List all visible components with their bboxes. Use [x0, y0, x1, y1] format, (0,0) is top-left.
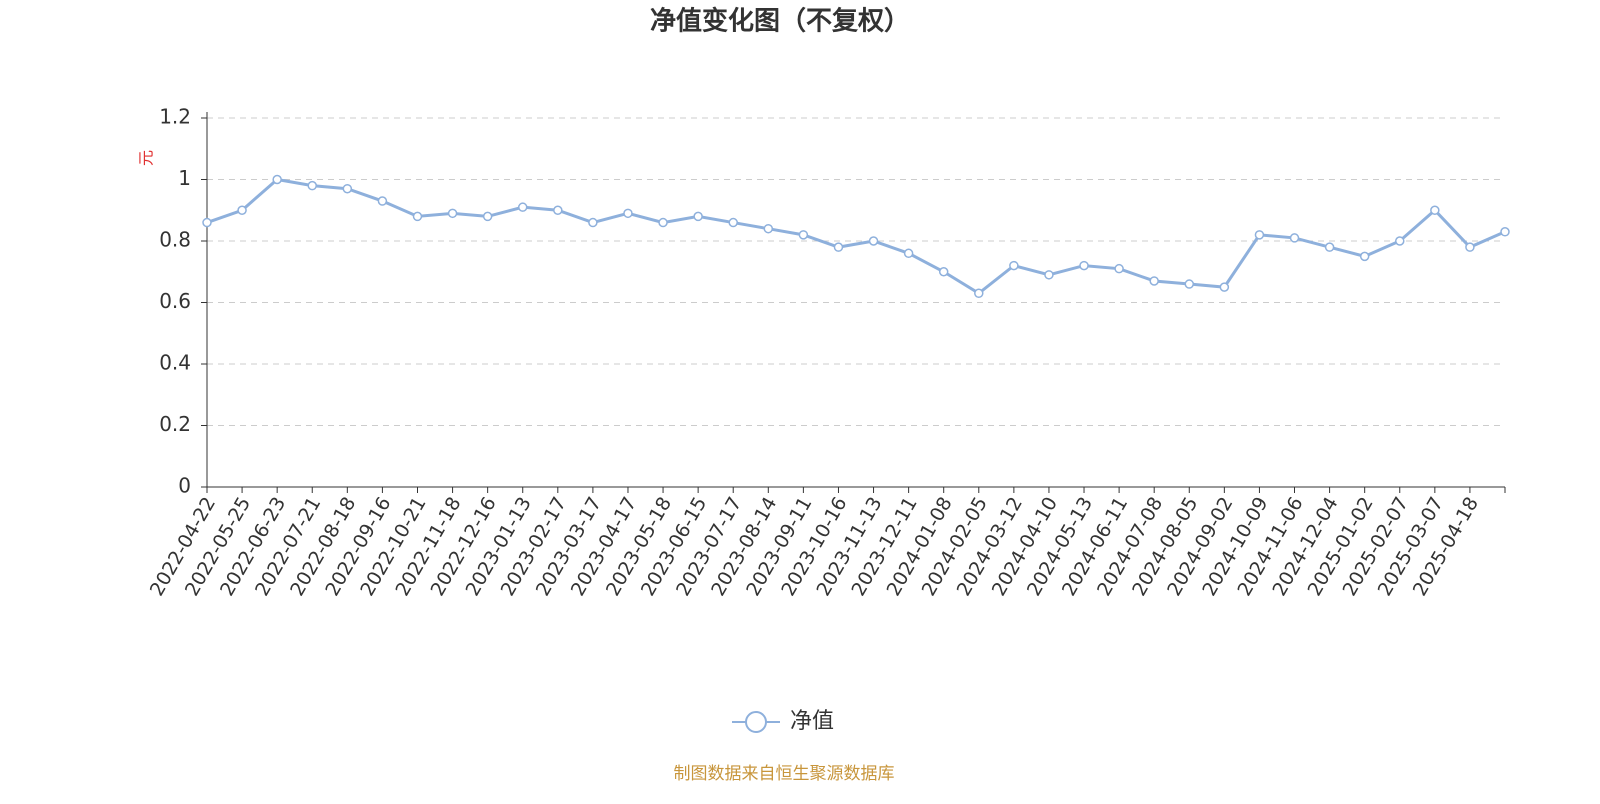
point-marker — [307, 180, 317, 191]
point-marker — [1289, 233, 1300, 243]
y-tick-label: 1 — [178, 166, 191, 190]
point-marker — [974, 288, 984, 299]
point-marker — [517, 202, 528, 212]
point-marker — [482, 211, 493, 222]
y-tick-label: 1.2 — [159, 105, 191, 129]
point-marker — [1324, 242, 1335, 252]
point-marker — [833, 242, 844, 252]
y-tick-label: 0.6 — [159, 289, 191, 313]
y-tick-label: 0.8 — [159, 228, 191, 252]
point-marker — [868, 236, 879, 246]
point-marker — [342, 183, 353, 194]
point-marker — [623, 208, 633, 219]
point-marker — [377, 196, 388, 206]
series-line — [206, 177, 1506, 296]
y-tick-label: 0.2 — [159, 412, 191, 436]
y-axis-label: 元 — [137, 150, 156, 166]
point-marker — [1114, 263, 1124, 274]
legend-label: 净值 — [790, 709, 834, 734]
chart-title: 净值变化图（不复权） — [650, 6, 910, 37]
point-marker — [903, 248, 914, 259]
source-note: 制图数据来自恒生聚源数据库 — [674, 764, 895, 784]
point-marker — [412, 211, 423, 222]
point-marker — [728, 217, 738, 228]
point-marker — [272, 174, 282, 185]
point-marker — [1149, 276, 1159, 286]
point-marker — [1254, 230, 1265, 240]
point-marker — [693, 211, 703, 222]
point-marker — [588, 217, 598, 228]
point-marker — [1219, 282, 1230, 292]
point-marker — [763, 223, 774, 234]
y-tick-label: 0.4 — [159, 351, 191, 375]
point-marker — [1395, 236, 1405, 246]
point-marker — [1430, 205, 1440, 215]
point-marker — [1044, 270, 1054, 280]
point-marker — [938, 267, 949, 277]
point-marker — [1465, 242, 1475, 252]
point-marker — [1359, 251, 1370, 262]
point-marker — [553, 205, 563, 215]
point-marker — [1500, 227, 1510, 237]
point-marker — [658, 217, 668, 228]
legend-marker — [745, 711, 767, 733]
point-marker — [1079, 260, 1089, 271]
point-marker — [798, 230, 809, 240]
point-marker — [237, 205, 247, 215]
y-tick-label: 0 — [178, 474, 191, 498]
point-marker — [1184, 279, 1195, 289]
point-marker — [202, 217, 212, 228]
point-marker — [447, 208, 458, 219]
point-marker — [1009, 260, 1019, 271]
